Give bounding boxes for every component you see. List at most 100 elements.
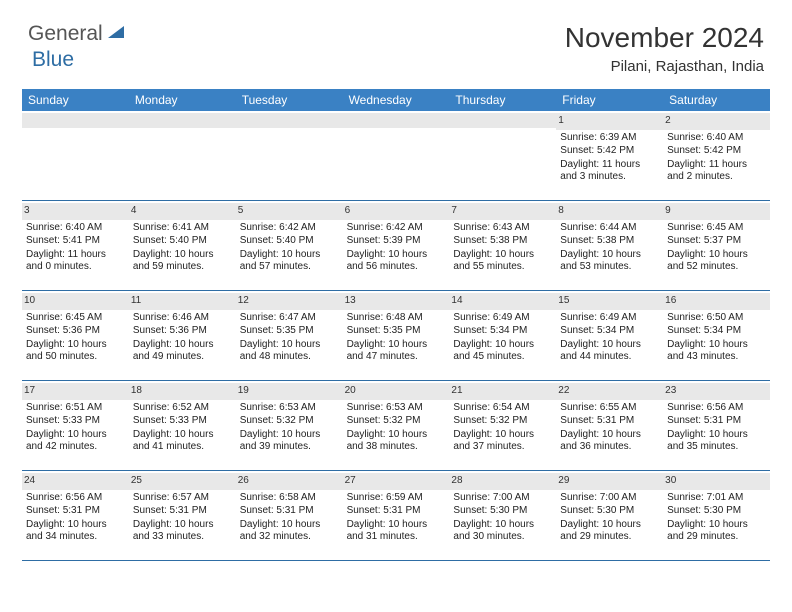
day-cell: 13Sunrise: 6:48 AMSunset: 5:35 PMDayligh… (343, 291, 450, 381)
sunset-text: Sunset: 5:38 PM (560, 235, 659, 248)
daylight-text: Daylight: 10 hours and 34 minutes. (26, 519, 125, 544)
sunset-text: Sunset: 5:38 PM (453, 235, 552, 248)
sunrise-text: Sunrise: 6:53 AM (240, 402, 339, 415)
sunset-text: Sunset: 5:37 PM (667, 235, 766, 248)
day-number: 14 (449, 293, 556, 310)
day-cell: 23Sunrise: 6:56 AMSunset: 5:31 PMDayligh… (663, 381, 770, 471)
title-area: November 2024 Pilani, Rajasthan, India (565, 22, 764, 75)
day-cell (129, 111, 236, 201)
sunrise-text: Sunrise: 6:53 AM (347, 402, 446, 415)
daylight-text: Daylight: 10 hours and 45 minutes. (453, 339, 552, 364)
weekday-label: Friday (556, 89, 663, 111)
daylight-text: Daylight: 11 hours and 3 minutes. (560, 159, 659, 184)
daylight-text: Daylight: 10 hours and 56 minutes. (347, 249, 446, 274)
day-cell: 26Sunrise: 6:58 AMSunset: 5:31 PMDayligh… (236, 471, 343, 561)
empty-day-bar (449, 113, 556, 128)
header: General November 2024 Pilani, Rajasthan,… (0, 0, 792, 83)
sunrise-text: Sunrise: 6:40 AM (667, 132, 766, 145)
day-number: 25 (129, 473, 236, 490)
day-cell: 10Sunrise: 6:45 AMSunset: 5:36 PMDayligh… (22, 291, 129, 381)
week-row: 24Sunrise: 6:56 AMSunset: 5:31 PMDayligh… (22, 471, 770, 561)
day-cell: 8Sunrise: 6:44 AMSunset: 5:38 PMDaylight… (556, 201, 663, 291)
day-cell: 6Sunrise: 6:42 AMSunset: 5:39 PMDaylight… (343, 201, 450, 291)
sunrise-text: Sunrise: 7:00 AM (453, 492, 552, 505)
daylight-text: Daylight: 10 hours and 44 minutes. (560, 339, 659, 364)
day-number: 28 (449, 473, 556, 490)
daylight-text: Daylight: 10 hours and 35 minutes. (667, 429, 766, 454)
daylight-text: Daylight: 10 hours and 29 minutes. (667, 519, 766, 544)
sunset-text: Sunset: 5:30 PM (667, 505, 766, 518)
week-row: 17Sunrise: 6:51 AMSunset: 5:33 PMDayligh… (22, 381, 770, 471)
sunset-text: Sunset: 5:35 PM (347, 325, 446, 338)
weekday-label: Wednesday (343, 89, 450, 111)
sunset-text: Sunset: 5:35 PM (240, 325, 339, 338)
day-cell: 29Sunrise: 7:00 AMSunset: 5:30 PMDayligh… (556, 471, 663, 561)
sunset-text: Sunset: 5:42 PM (560, 145, 659, 158)
daylight-text: Daylight: 10 hours and 47 minutes. (347, 339, 446, 364)
sunset-text: Sunset: 5:32 PM (347, 415, 446, 428)
empty-day-bar (343, 113, 450, 128)
day-cell: 15Sunrise: 6:49 AMSunset: 5:34 PMDayligh… (556, 291, 663, 381)
sunrise-text: Sunrise: 6:45 AM (26, 312, 125, 325)
sunrise-text: Sunrise: 6:41 AM (133, 222, 232, 235)
daylight-text: Daylight: 11 hours and 2 minutes. (667, 159, 766, 184)
day-number: 17 (22, 383, 129, 400)
sunset-text: Sunset: 5:42 PM (667, 145, 766, 158)
sunrise-text: Sunrise: 6:54 AM (453, 402, 552, 415)
empty-day-bar (129, 113, 236, 128)
day-cell: 16Sunrise: 6:50 AMSunset: 5:34 PMDayligh… (663, 291, 770, 381)
logo: General (28, 22, 124, 46)
day-number: 5 (236, 203, 343, 220)
weekday-label: Monday (129, 89, 236, 111)
sunrise-text: Sunrise: 7:00 AM (560, 492, 659, 505)
month-title: November 2024 (565, 22, 764, 54)
sunrise-text: Sunrise: 6:57 AM (133, 492, 232, 505)
sunset-text: Sunset: 5:40 PM (133, 235, 232, 248)
day-cell: 19Sunrise: 6:53 AMSunset: 5:32 PMDayligh… (236, 381, 343, 471)
day-number: 9 (663, 203, 770, 220)
daylight-text: Daylight: 10 hours and 36 minutes. (560, 429, 659, 454)
day-cell: 5Sunrise: 6:42 AMSunset: 5:40 PMDaylight… (236, 201, 343, 291)
day-cell: 27Sunrise: 6:59 AMSunset: 5:31 PMDayligh… (343, 471, 450, 561)
day-cell: 4Sunrise: 6:41 AMSunset: 5:40 PMDaylight… (129, 201, 236, 291)
day-cell: 30Sunrise: 7:01 AMSunset: 5:30 PMDayligh… (663, 471, 770, 561)
weekday-label: Saturday (663, 89, 770, 111)
sunrise-text: Sunrise: 6:52 AM (133, 402, 232, 415)
sunset-text: Sunset: 5:32 PM (240, 415, 339, 428)
logo-text-1: General (28, 22, 103, 46)
sunset-text: Sunset: 5:36 PM (133, 325, 232, 338)
day-cell: 7Sunrise: 6:43 AMSunset: 5:38 PMDaylight… (449, 201, 556, 291)
weekday-label: Tuesday (236, 89, 343, 111)
day-cell (22, 111, 129, 201)
sunset-text: Sunset: 5:40 PM (240, 235, 339, 248)
daylight-text: Daylight: 10 hours and 48 minutes. (240, 339, 339, 364)
daylight-text: Daylight: 10 hours and 31 minutes. (347, 519, 446, 544)
day-number: 11 (129, 293, 236, 310)
sunset-text: Sunset: 5:34 PM (560, 325, 659, 338)
sunset-text: Sunset: 5:32 PM (453, 415, 552, 428)
sunset-text: Sunset: 5:41 PM (26, 235, 125, 248)
day-number: 8 (556, 203, 663, 220)
sunset-text: Sunset: 5:34 PM (667, 325, 766, 338)
day-number: 24 (22, 473, 129, 490)
day-cell: 2Sunrise: 6:40 AMSunset: 5:42 PMDaylight… (663, 111, 770, 201)
calendar: Sunday Monday Tuesday Wednesday Thursday… (22, 89, 770, 561)
sunrise-text: Sunrise: 6:43 AM (453, 222, 552, 235)
sunrise-text: Sunrise: 6:56 AM (667, 402, 766, 415)
day-number: 7 (449, 203, 556, 220)
sunrise-text: Sunrise: 6:42 AM (240, 222, 339, 235)
day-cell: 21Sunrise: 6:54 AMSunset: 5:32 PMDayligh… (449, 381, 556, 471)
week-row: 3Sunrise: 6:40 AMSunset: 5:41 PMDaylight… (22, 201, 770, 291)
daylight-text: Daylight: 10 hours and 59 minutes. (133, 249, 232, 274)
sunrise-text: Sunrise: 6:50 AM (667, 312, 766, 325)
sunset-text: Sunset: 5:31 PM (560, 415, 659, 428)
day-cell: 1Sunrise: 6:39 AMSunset: 5:42 PMDaylight… (556, 111, 663, 201)
sunset-text: Sunset: 5:30 PM (453, 505, 552, 518)
sunrise-text: Sunrise: 6:42 AM (347, 222, 446, 235)
empty-day-bar (236, 113, 343, 128)
sunset-text: Sunset: 5:31 PM (347, 505, 446, 518)
weekday-header-row: Sunday Monday Tuesday Wednesday Thursday… (22, 89, 770, 111)
day-cell: 11Sunrise: 6:46 AMSunset: 5:36 PMDayligh… (129, 291, 236, 381)
daylight-text: Daylight: 10 hours and 52 minutes. (667, 249, 766, 274)
day-cell: 3Sunrise: 6:40 AMSunset: 5:41 PMDaylight… (22, 201, 129, 291)
